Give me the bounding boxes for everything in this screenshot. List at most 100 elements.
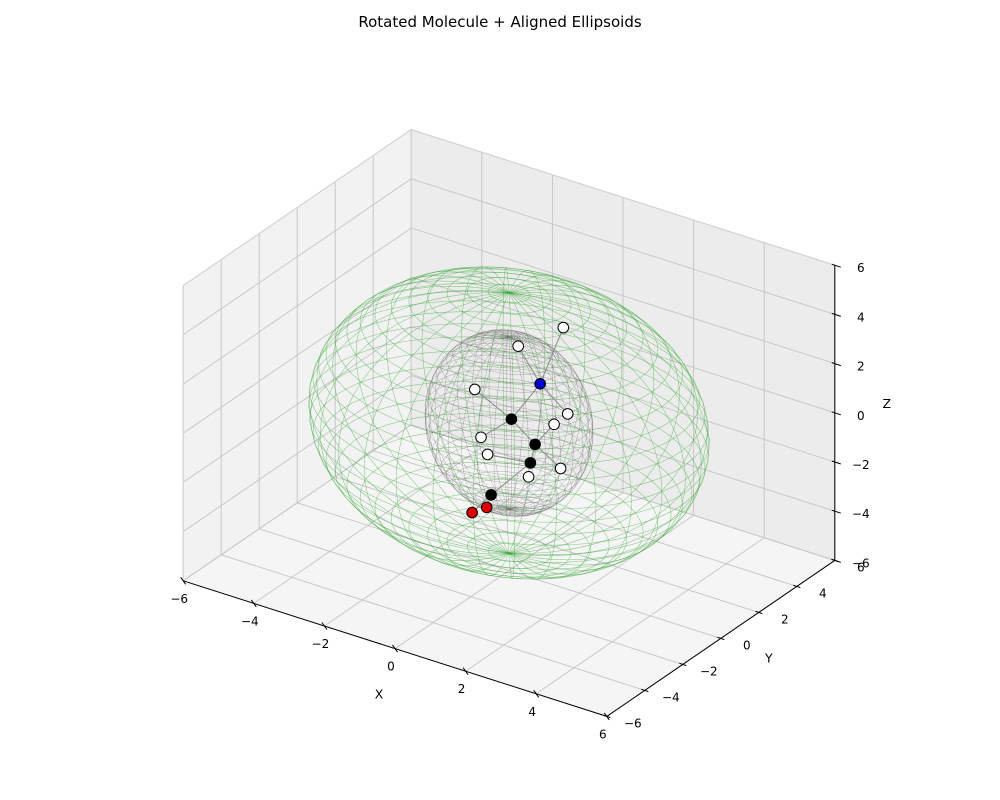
ellipsoid-longitude (457, 330, 510, 510)
ellipsoid-longitude (508, 336, 574, 515)
gridlines (182, 129, 836, 717)
ellipsoid-longitude (508, 336, 546, 517)
z-tick-label: −4 (852, 507, 870, 521)
x-tick-mark (321, 622, 328, 630)
z-tick-label: 4 (857, 310, 865, 324)
ellipsoid-longitude (508, 336, 512, 517)
y-tick-label: 0 (743, 638, 751, 652)
bond (539, 327, 564, 384)
x-tick-label: −2 (312, 637, 330, 651)
ellipsoid-wireframe (308, 266, 710, 580)
atom-h (475, 431, 487, 444)
ellipsoid-longitude (508, 292, 632, 576)
atoms (466, 321, 574, 519)
ellipsoid-longitude (421, 267, 510, 554)
ellipsoid-longitude (508, 335, 581, 510)
ellipsoid-longitude (437, 336, 510, 511)
ellipsoid-longitude (508, 285, 655, 554)
bond (490, 462, 531, 496)
y-tick-label: −4 (662, 690, 680, 704)
ellipsoid-longitude (508, 292, 710, 557)
ellipsoid-latitude (431, 424, 587, 492)
gridline-z-side (182, 375, 412, 532)
x-tick-mark (392, 644, 398, 653)
y-tick-mark (793, 584, 801, 589)
gridline-z-back (411, 227, 835, 365)
bond (517, 345, 541, 385)
y-tick-mark (679, 662, 687, 667)
z-tick-mark (831, 312, 841, 317)
z-tick-mark (831, 460, 841, 465)
ellipsoid-longitude (338, 292, 510, 557)
gridline-y-floor (373, 450, 797, 587)
ellipsoid-longitude (508, 336, 593, 510)
y-axis-label: Y (764, 650, 773, 665)
ellipsoid-longitude (434, 333, 510, 510)
gridline-y-floor (297, 502, 721, 639)
ellipsoid-longitude (395, 292, 510, 567)
y-tick-mark (717, 636, 725, 641)
atom-h (554, 462, 567, 475)
ellipsoid-longitude (508, 292, 516, 579)
ellipsoid-longitude (508, 274, 586, 554)
ellipsoid-longitude (508, 336, 561, 516)
ellipsoid-longitude (476, 336, 510, 515)
y-tick-label: 6 (857, 560, 865, 574)
ellipsoid-longitude (508, 292, 686, 566)
ellipsoid-longitude (493, 336, 510, 516)
ellipsoid-longitude (386, 270, 510, 554)
ellipsoid-latitude (425, 395, 593, 469)
bond (474, 389, 512, 420)
ellipsoid-latitude (435, 348, 583, 412)
z-tick-mark (831, 509, 841, 514)
ellipsoid-longitude (508, 333, 557, 510)
z-tick-label: −2 (852, 458, 870, 472)
ellipsoid-latitude (426, 369, 592, 441)
bond (534, 444, 561, 469)
ellipsoid-latitude (424, 386, 594, 460)
ellipsoid-latitude (491, 331, 527, 347)
ellipsoid-latitude (428, 361, 590, 432)
ellipsoid-longitude (424, 336, 510, 510)
ellipsoid-longitude (488, 329, 510, 510)
x-tick-mark (180, 577, 187, 585)
ellipsoid-longitude (508, 292, 557, 580)
atom-h (548, 418, 560, 431)
z-tick-label: 0 (857, 409, 865, 423)
ellipsoid-longitude (461, 266, 510, 554)
ellipsoid-longitude (508, 292, 708, 554)
ellipsoid-latitude (459, 331, 559, 375)
gridline-z-side (182, 276, 412, 434)
y-tick-mark (755, 610, 763, 615)
gridline-z-side (182, 227, 412, 385)
atom-h (561, 408, 574, 420)
z-tick-mark (831, 263, 841, 268)
ellipsoid-latitude (452, 334, 566, 384)
ellipsoid-latitude (482, 329, 536, 353)
atom-c (529, 438, 541, 451)
ellipsoid-latitude (466, 330, 552, 367)
ellipsoid-longitude (332, 280, 510, 554)
ellipsoid-latitude (466, 479, 552, 516)
ellipsoid-longitude (320, 292, 510, 555)
ellipsoid-longitude (508, 334, 571, 510)
ellipsoid-longitude (508, 292, 702, 561)
ellipsoid-latitude (499, 333, 519, 342)
ellipsoid-latitude (459, 471, 559, 515)
ellipsoid-longitude (508, 279, 623, 554)
gridline-y-floor (221, 554, 645, 691)
ellipsoid-longitude (502, 267, 510, 554)
x-tick-mark (250, 599, 257, 608)
ellipsoid-longitude (508, 336, 591, 512)
y-tick-label: 2 (781, 612, 789, 626)
gridline-z-back (411, 424, 835, 561)
y-tick-mark (641, 688, 649, 693)
ellipsoid-latitude (440, 444, 578, 504)
ellipsoids (308, 266, 710, 580)
ellipsoid-latitude (491, 499, 527, 515)
gridline-z-back (411, 178, 835, 315)
x-axis-label: X (375, 687, 384, 702)
ellipsoid-longitude (508, 289, 680, 554)
x-tick-label: −6 (170, 592, 188, 606)
atom-c (485, 489, 497, 501)
